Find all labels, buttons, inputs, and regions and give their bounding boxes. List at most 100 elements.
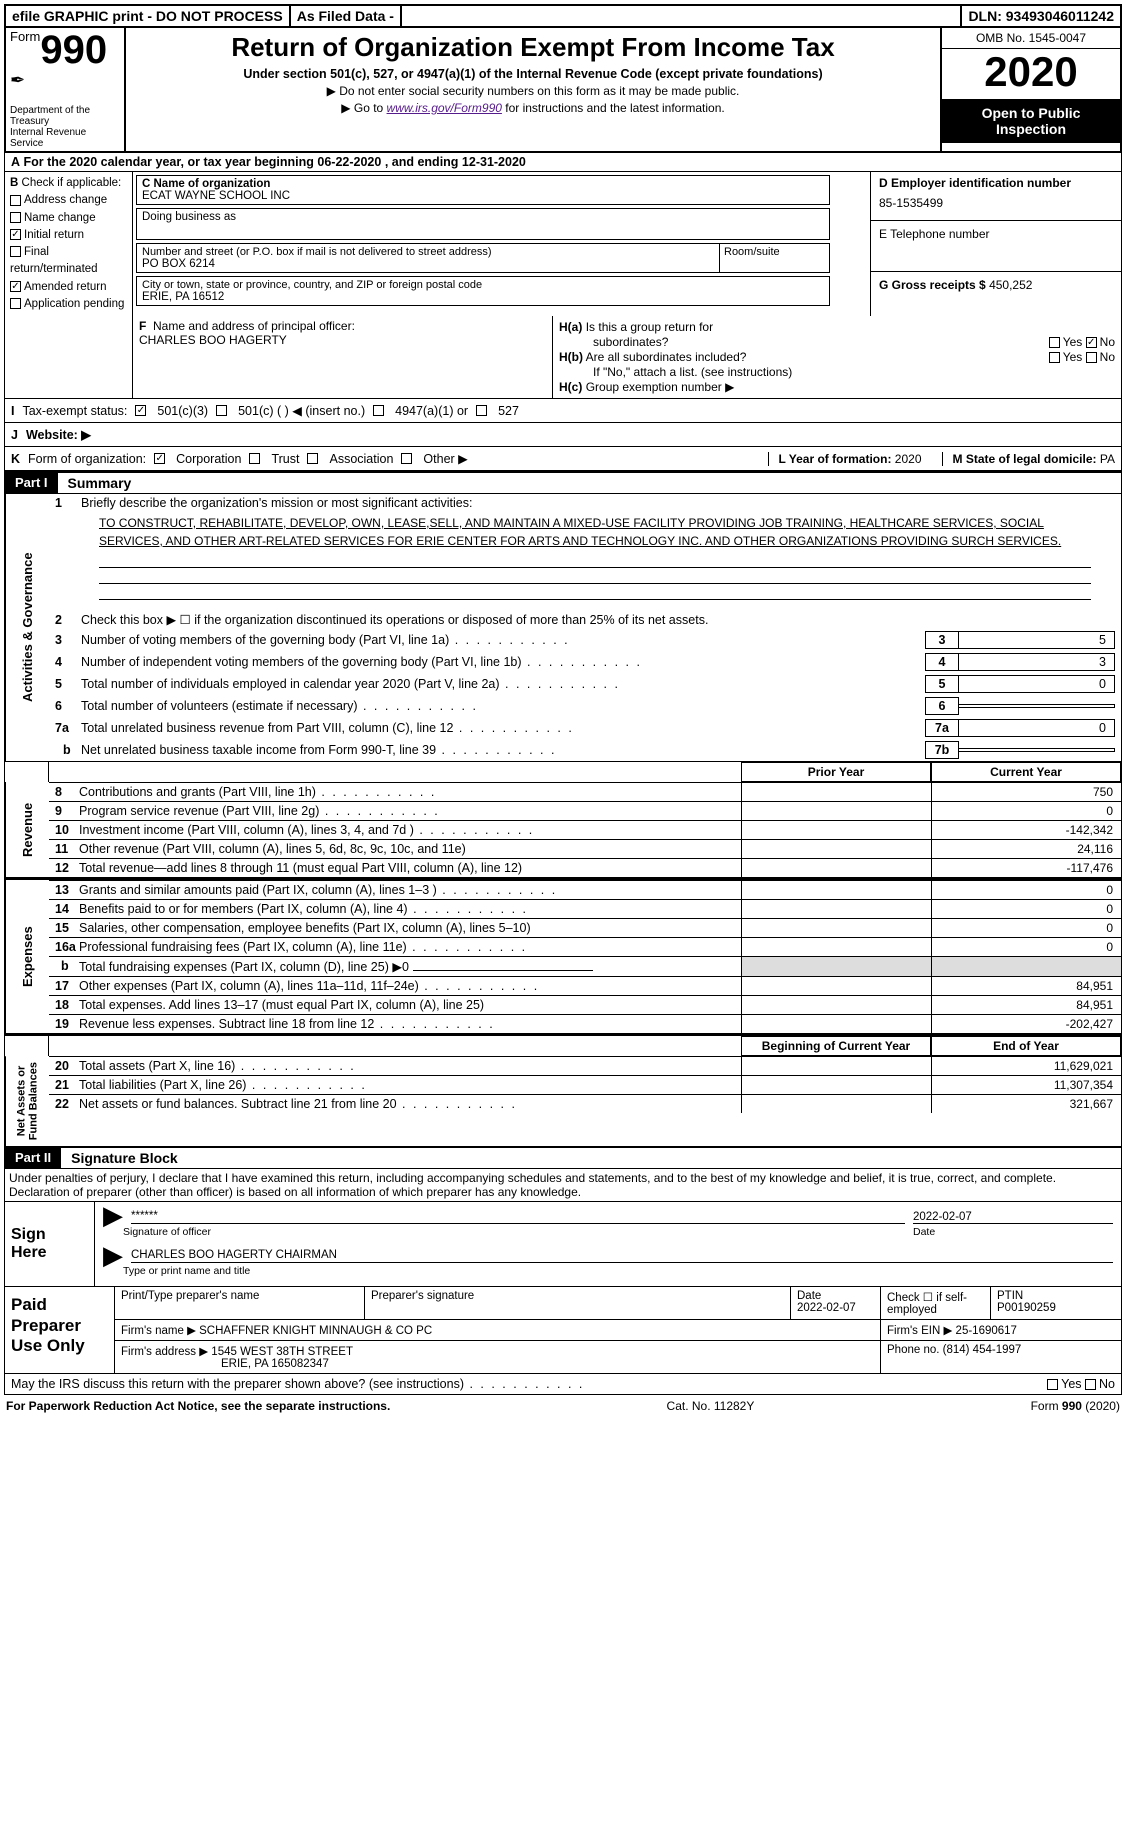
chk-final-return[interactable] (10, 246, 21, 257)
chk-application-pending[interactable] (10, 298, 21, 309)
line-8: 8Contributions and grants (Part VIII, li… (49, 782, 1121, 801)
entity-grid: B Check if applicable: Address change Na… (4, 172, 1122, 316)
prior-year-hdr: Prior Year (741, 762, 931, 782)
l6-text: Total number of volunteers (estimate if … (81, 699, 921, 713)
hb-text: Are all subordinates included? (586, 350, 747, 364)
asfiled-label: As Filed Data - (291, 6, 402, 26)
hc-lead: H(c) (559, 380, 582, 394)
f-value: CHARLES BOO HAGERTY (139, 333, 287, 347)
ha-yes-chk[interactable] (1049, 337, 1060, 348)
chk-4947[interactable] (373, 405, 384, 416)
room-label: Room/suite (724, 246, 780, 258)
chk-other[interactable] (401, 453, 412, 464)
col-b-checkboxes: B Check if applicable: Address change Na… (5, 172, 133, 316)
chk-trust[interactable] (249, 453, 260, 464)
footer-left: For Paperwork Reduction Act Notice, see … (6, 1399, 390, 1413)
line-19: 19Revenue less expenses. Subtract line 1… (49, 1014, 1121, 1033)
dln-value: 93493046011242 (1006, 8, 1114, 24)
row-a-end: 12-31-2020 (462, 155, 526, 169)
signature-date: 2022-02-07 (913, 1211, 1113, 1224)
i-label: Tax-exempt status: (22, 404, 127, 418)
chk-527[interactable] (476, 405, 487, 416)
ha-lead: H(a) (559, 320, 582, 334)
e-label: E Telephone number (879, 227, 990, 241)
prep-selfemp: Check ☐ if self-employed (881, 1287, 991, 1319)
opt-other: Other ▶ (423, 451, 467, 466)
governance-body: 1 Briefly describe the organization's mi… (49, 494, 1121, 761)
opt-assoc: Association (329, 452, 393, 466)
part2-tag: Part II (5, 1148, 61, 1168)
firm-name: Firm's name ▶ SCHAFFNER KNIGHT MINNAUGH … (115, 1320, 881, 1340)
form-number: Form990 (10, 30, 120, 70)
form-subtitle: Under section 501(c), 527, or 4947(a)(1)… (134, 67, 932, 81)
f-lead: F (139, 319, 146, 333)
b-label: Check if applicable: (22, 177, 122, 189)
part2-header: Part II Signature Block (4, 1148, 1122, 1169)
prep-date: Date2022-02-07 (791, 1287, 881, 1319)
hb-no-chk[interactable] (1086, 352, 1097, 363)
f-text: Name and address of principal officer: (153, 319, 355, 333)
preparer-table: Print/Type preparer's name Preparer's si… (115, 1287, 1121, 1373)
opt-address-change: Address change (24, 194, 107, 206)
mission-blank-lines (99, 552, 1091, 600)
chk-501c3[interactable] (135, 405, 146, 416)
form-id-cell: Form990 ✒ Department of theTreasuryInter… (6, 28, 126, 151)
line-22: 22Net assets or fund balances. Subtract … (49, 1094, 1121, 1113)
row-i-tax-status: I Tax-exempt status: 501(c)(3) 501(c) ( … (4, 399, 1122, 423)
line-14: 14Benefits paid to or for members (Part … (49, 899, 1121, 918)
prep-row-3: Firm's address ▶ 1545 WEST 38TH STREETER… (115, 1341, 1121, 1373)
chk-address-change[interactable] (10, 195, 21, 206)
page-footer: For Paperwork Reduction Act Notice, see … (4, 1395, 1122, 1413)
line-13: 13Grants and similar amounts paid (Part … (49, 880, 1121, 899)
row-a-lead: A (11, 155, 20, 169)
chk-assoc[interactable] (307, 453, 318, 464)
l-label: L Year of formation: (779, 452, 892, 466)
line-6: 6 Total number of volunteers (estimate i… (49, 695, 1121, 717)
l7b-text: Net unrelated business taxable income fr… (81, 743, 921, 757)
irs-no-chk[interactable] (1085, 1379, 1096, 1390)
ha-yes: Yes (1063, 335, 1083, 349)
hb-lead: H(b) (559, 350, 583, 364)
ha-no-chk[interactable] (1086, 337, 1097, 348)
summary-revenue: Revenue 8Contributions and grants (Part … (4, 782, 1122, 878)
col-d-ein: D Employer identification number 85-1535… (871, 172, 1121, 316)
l7a-text: Total unrelated business revenue from Pa… (81, 721, 921, 735)
chk-amended-return[interactable] (10, 281, 21, 292)
line-9: 9Program service revenue (Part VIII, lin… (49, 801, 1121, 820)
org-name-box: C Name of organization ECAT WAYNE SCHOOL… (136, 175, 830, 205)
hb-yes-chk[interactable] (1049, 352, 1060, 363)
line-20: 20Total assets (Part X, line 16)11,629,0… (49, 1056, 1121, 1075)
dba-box: Doing business as (136, 208, 830, 240)
l4-num: 4 (55, 655, 81, 669)
part1-header: Part I Summary (4, 471, 1122, 494)
line-17: 17Other expenses (Part IX, column (A), l… (49, 976, 1121, 995)
city-value: ERIE, PA 16512 (142, 291, 224, 303)
line-11: 11Other revenue (Part VIII, column (A), … (49, 839, 1121, 858)
part1-title: Summary (58, 473, 142, 493)
chk-name-change[interactable] (10, 212, 21, 223)
opt-final-return: Final return/terminated (10, 246, 98, 275)
dln-label: DLN: (968, 8, 1001, 24)
signature-field[interactable]: ****** (131, 1210, 905, 1224)
irs-yes-chk[interactable] (1047, 1379, 1058, 1390)
opt-4947: 4947(a)(1) or (395, 404, 468, 418)
top-bar: efile GRAPHIC print - DO NOT PROCESS As … (4, 4, 1122, 28)
topbar-spacer (402, 6, 962, 26)
chk-initial-return[interactable] (10, 229, 21, 240)
addr-value: PO BOX 6214 (142, 258, 215, 270)
l6-key: 6 (925, 697, 959, 715)
chk-corp[interactable] (154, 453, 165, 464)
addr-label: Number and street (or P.O. box if mail i… (142, 246, 492, 258)
col-c-org-info: C Name of organization ECAT WAYNE SCHOOL… (133, 172, 871, 316)
row-k-org-form: K Form of organization: Corporation Trus… (4, 447, 1122, 471)
sig-date-label: Date (913, 1226, 1113, 1238)
chk-501c[interactable] (216, 405, 227, 416)
city-label: City or town, state or province, country… (142, 279, 482, 291)
irs-link[interactable]: www.irs.gov/Form990 (387, 101, 502, 115)
l3-num: 3 (55, 633, 81, 647)
end-year-hdr: End of Year (931, 1036, 1121, 1056)
ein-value: 85-1535499 (879, 196, 1113, 210)
line-15: 15Salaries, other compensation, employee… (49, 918, 1121, 937)
l5-num: 5 (55, 677, 81, 691)
form-990-num: 990 (40, 28, 107, 72)
